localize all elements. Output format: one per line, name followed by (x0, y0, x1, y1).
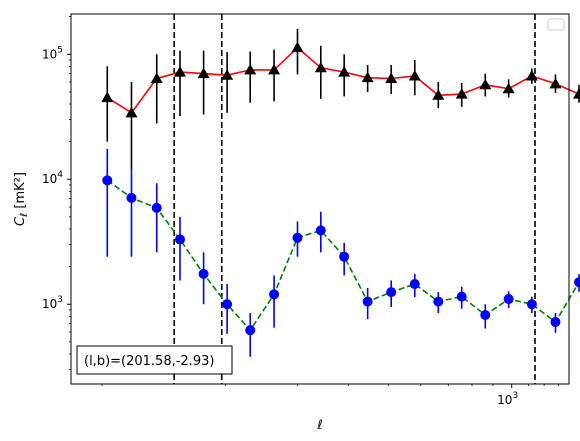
data-point (244, 63, 257, 75)
data-point (174, 234, 185, 245)
data-point (456, 291, 467, 302)
data-point (125, 106, 138, 118)
data-point (479, 78, 492, 90)
data-point (221, 69, 234, 80)
data-point (550, 317, 561, 328)
plot-frame (70, 13, 570, 385)
data-point (408, 70, 421, 81)
data-point (245, 325, 256, 336)
data-point (291, 41, 304, 53)
data-point (126, 192, 137, 203)
data-point (268, 63, 281, 75)
data-point (525, 70, 538, 81)
series-2 (102, 148, 580, 357)
vertical-lines (173, 14, 536, 384)
data-point (574, 277, 580, 288)
y-axis-label: Cℓ [mK²] (13, 172, 30, 226)
data-point (480, 310, 491, 321)
data-point (362, 296, 373, 307)
data-point (150, 72, 163, 83)
data-point (151, 202, 162, 213)
series-1 (101, 28, 580, 170)
data-point (315, 225, 326, 236)
data-point (269, 289, 280, 300)
series-layer (101, 28, 580, 357)
data-point (173, 66, 186, 77)
annotation-text: (l,b)=(201.58,-2.93) (84, 354, 214, 369)
data-point (503, 294, 514, 305)
annotation: (l,b)=(201.58,-2.93) (76, 345, 233, 375)
data-point (502, 82, 515, 94)
data-point (432, 89, 445, 100)
data-point (102, 175, 113, 186)
data-point (549, 77, 562, 89)
data-point (433, 296, 444, 307)
data-point (198, 268, 209, 279)
data-point (455, 88, 468, 99)
x-axis-label: ℓ (316, 418, 322, 433)
data-point (338, 66, 351, 77)
data-point (386, 287, 397, 298)
legend-box (547, 18, 565, 31)
data-point (292, 232, 303, 243)
data-point (361, 71, 374, 83)
data-point (573, 88, 580, 99)
annotation-box (76, 345, 233, 375)
data-point (409, 279, 420, 290)
data-point (526, 299, 537, 310)
data-point (385, 72, 398, 83)
data-point (314, 61, 327, 73)
data-point (339, 251, 350, 262)
data-point (101, 91, 114, 103)
data-point (222, 299, 233, 310)
data-point (197, 67, 210, 79)
